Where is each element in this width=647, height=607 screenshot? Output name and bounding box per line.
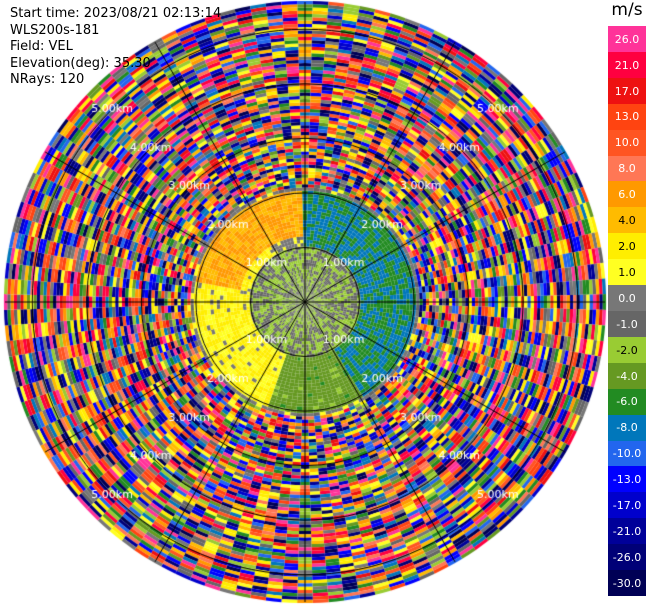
- colorbar-level: 8.0: [608, 155, 646, 182]
- start-time-text: Start time: 2023/08/21 02:13:14: [10, 6, 222, 21]
- elevation-text: Elevation(deg): 35.30: [10, 55, 151, 71]
- colorbar-level: 4.0: [608, 207, 646, 234]
- colorbar-level: 10.0: [608, 129, 646, 157]
- colorbar-level: -8.0: [608, 414, 646, 442]
- nrays-text: NRays: 120: [10, 72, 85, 87]
- colorbar-level: 6.0: [608, 181, 646, 208]
- colorbar-level: 17.0: [608, 77, 646, 105]
- colorbar-level: 2.0: [608, 233, 646, 260]
- colorbar-level: -4.0: [608, 362, 646, 390]
- colorbar-level: -21.0: [608, 518, 646, 545]
- colorbar-level: -26.0: [608, 544, 646, 571]
- plot-header: Start time: 2023/08/21 02:13:14 WLS200s-…: [10, 6, 221, 89]
- colorbar-level: -13.0: [608, 466, 646, 493]
- colorbar-level: 13.0: [608, 103, 646, 131]
- colorbar-level: -1.0: [608, 311, 646, 338]
- field-text: Field: VEL: [10, 39, 73, 54]
- colorbar-level: -30.0: [608, 570, 646, 597]
- colorbar-level: 26.0: [608, 26, 646, 53]
- colorbar-level: 0.0: [608, 285, 646, 312]
- instrument-text: WLS200s-181: [10, 22, 100, 38]
- colorbar-level: 1.0: [608, 259, 646, 286]
- colorbar-level: -10.0: [608, 440, 646, 467]
- colorbar-unit: m/s: [611, 0, 643, 20]
- colorbar-level: -17.0: [608, 492, 646, 519]
- colorbar-level: -2.0: [608, 336, 646, 364]
- colorbar: 26.0 21.0 17.0 13.0 10.0 8.0 6.0 4.0 2.0 1.0 0.0 -1…: [608, 26, 646, 597]
- colorbar-level: -6.0: [608, 388, 646, 416]
- colorbar-level: 21.0: [608, 51, 646, 79]
